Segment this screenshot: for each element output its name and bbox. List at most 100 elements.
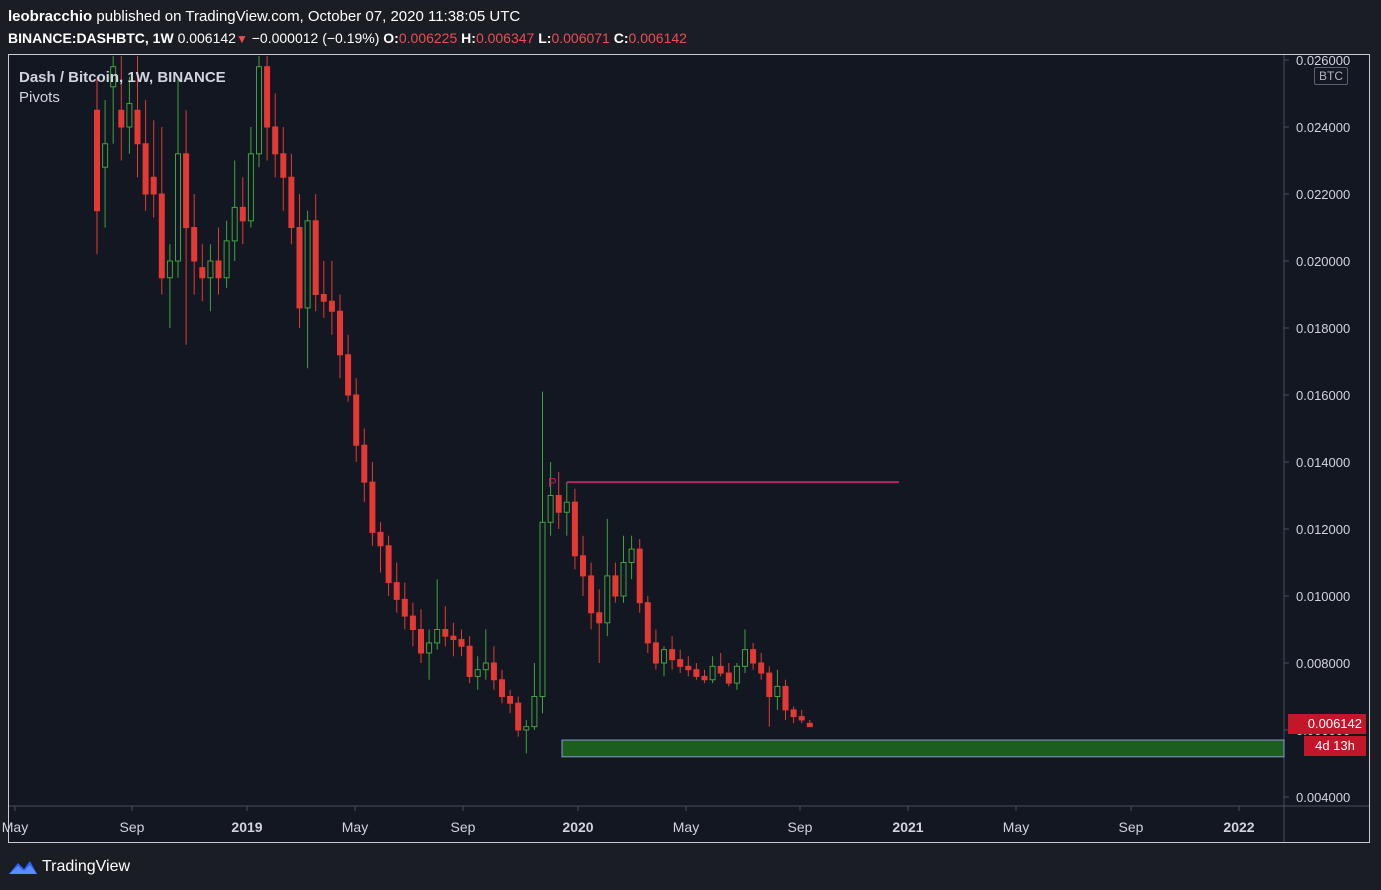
candle-body <box>94 109 100 212</box>
candle-body <box>450 635 457 641</box>
down-arrow-icon: ▼ <box>235 32 248 46</box>
time-tick-label: 2020 <box>562 819 593 835</box>
candle-body <box>353 394 360 446</box>
time-tick-label: Sep <box>120 819 145 835</box>
high-value: 0.006347 <box>475 30 535 46</box>
high-label: H: <box>461 30 476 46</box>
author-name[interactable]: leobracchio <box>8 8 93 25</box>
legend-title[interactable]: Dash / Bitcoin, 1W, BINANCE <box>19 69 226 86</box>
candle-body <box>158 193 165 279</box>
price-change: −0.000012 (−0.19%) <box>251 30 380 46</box>
price-axis: 0.026000 0.024000 0.022000 0.020000 0.018000… <box>1284 53 1350 805</box>
candle-body <box>628 548 635 563</box>
candle-body <box>401 598 408 617</box>
candle-body <box>239 206 246 222</box>
candle-body <box>150 176 157 195</box>
candle-body <box>604 575 611 624</box>
candle-body <box>215 260 222 279</box>
price-tick-label: 0.024000 <box>1296 120 1350 135</box>
candle-body <box>677 659 684 667</box>
time-tick-label: 2021 <box>892 819 923 835</box>
candle-body <box>782 685 789 711</box>
candle-body <box>393 582 400 600</box>
price-tick-label: 0.018000 <box>1296 321 1350 336</box>
publish-header: leobracchio published on TradingView.com… <box>8 6 1368 49</box>
price-tick-label: 0.016000 <box>1296 388 1350 403</box>
candle-body <box>733 665 740 684</box>
last-price-tag: 0.006142 <box>1288 714 1366 734</box>
candle-body <box>742 649 748 667</box>
candle-body <box>482 662 489 671</box>
publish-line: leobracchio published on TradingView.com… <box>8 6 1368 27</box>
candle-body <box>199 267 206 279</box>
quote-line: BINANCE:DASHBTC, 1W 0.006142▼ −0.000012 … <box>8 27 1368 49</box>
candle-body <box>256 66 262 155</box>
candle-body <box>758 662 765 674</box>
footer: TradingView <box>8 855 130 879</box>
price-tick-label: 0.008000 <box>1296 656 1350 671</box>
candle-body <box>377 531 384 547</box>
bar-countdown: 4d 13h <box>1304 736 1366 756</box>
candle-body <box>126 103 133 128</box>
time-tick-label: Sep <box>1119 819 1144 835</box>
candle-body <box>175 153 181 262</box>
candle-body <box>385 545 392 584</box>
candle-body <box>409 615 416 630</box>
candle-body <box>717 665 724 674</box>
low-label: L: <box>538 30 552 46</box>
legend-indicator[interactable]: Pivots <box>19 89 60 106</box>
candle-body <box>644 602 651 644</box>
candle-body <box>458 639 465 647</box>
candle-body <box>191 227 198 262</box>
footer-brand[interactable]: TradingView <box>42 858 131 875</box>
candle-body <box>539 521 546 697</box>
price-tick-label: 0.026000 <box>1296 53 1350 68</box>
time-tick-label: Sep <box>451 819 476 835</box>
candle-body <box>280 153 287 178</box>
candle-body <box>369 481 376 533</box>
candle-body <box>223 240 230 279</box>
candle-body <box>693 669 700 677</box>
candle-body <box>490 662 497 681</box>
candle-body <box>620 562 627 597</box>
candle-body <box>304 220 311 309</box>
candle-body <box>563 501 570 513</box>
tradingview-logo-icon[interactable] <box>8 858 38 876</box>
candle-body <box>264 66 271 128</box>
candle-body <box>661 649 667 664</box>
open-label: O: <box>383 30 399 46</box>
candle-body <box>790 709 797 718</box>
candle-body <box>337 310 343 356</box>
candle-body <box>272 126 279 155</box>
candle-body <box>547 495 554 523</box>
candle-body <box>183 153 190 228</box>
candle-body <box>118 109 125 128</box>
candle-body <box>750 649 757 664</box>
candle-body <box>701 675 708 681</box>
candle-body <box>312 220 319 295</box>
candle-body <box>418 629 424 654</box>
candle-body <box>596 612 603 624</box>
candle-body <box>345 354 352 396</box>
time-tick-label: Sep <box>788 819 813 835</box>
time-axis: May Sep 2019 May Sep 2020 May Sep 2021 May Sep 2022 <box>2 806 1255 835</box>
candle-body <box>142 143 149 195</box>
price-tick-label: 0.010000 <box>1296 589 1350 604</box>
candle-body <box>499 679 505 697</box>
candle-body <box>774 685 781 698</box>
candle-body <box>571 501 578 557</box>
price-tick-label: 0.022000 <box>1296 187 1350 202</box>
time-tick-label: May <box>673 819 699 835</box>
candle-body <box>110 66 117 88</box>
candle-body <box>166 260 173 279</box>
candle-body <box>798 716 805 721</box>
currency-badge[interactable]: BTC <box>1314 67 1348 85</box>
candle-body <box>588 575 595 614</box>
candle-body <box>247 153 254 222</box>
last-price: 0.006142 <box>177 30 236 46</box>
open-value: 0.006225 <box>398 30 458 46</box>
candle-body <box>288 176 295 228</box>
candle-body <box>806 722 813 728</box>
overlays-layer: P <box>548 475 1285 758</box>
